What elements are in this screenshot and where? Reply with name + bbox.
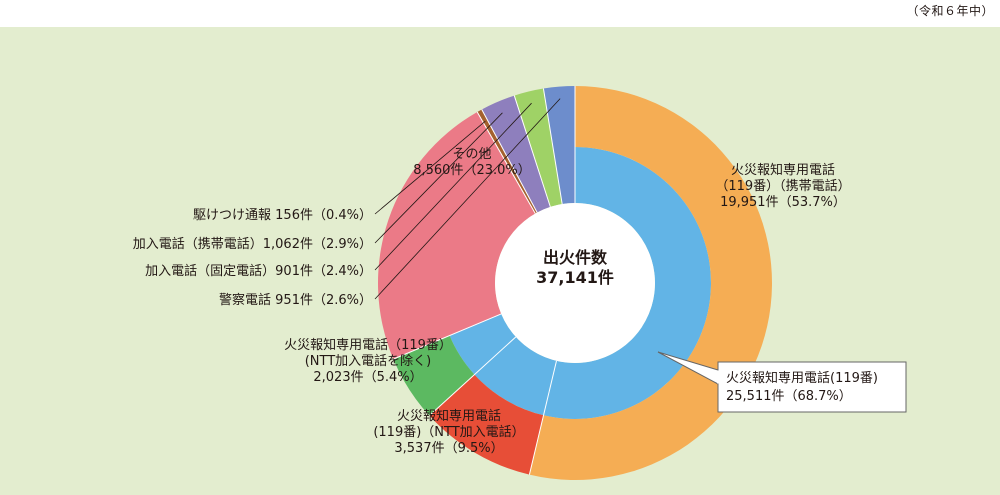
slice-kaketsuke xyxy=(477,109,538,214)
center-label-total: 37,141件 xyxy=(536,268,614,287)
slice-labels: 火災報知専用電話（119番）（携帯電話）19,951件（53.7%）その他8,5… xyxy=(133,147,907,456)
slice-separator xyxy=(481,109,538,213)
slice-119_nonntt xyxy=(393,335,475,416)
label-119_nonntt: (NTT加入電話を除く) xyxy=(305,353,432,369)
slice-other xyxy=(378,111,536,360)
label-119_nonntt: 火災報知専用電話（119番） xyxy=(284,337,452,353)
period-note: （令和６年中） xyxy=(906,4,994,18)
callout-box-119 xyxy=(717,361,907,413)
leader-kaketsuke xyxy=(374,120,486,215)
label-119_ntt: 火災報知専用電話 xyxy=(397,408,501,424)
slice-separator xyxy=(429,336,517,417)
leader-keisatsu xyxy=(374,98,561,300)
label-119_ntt: 3,537件（9.5%） xyxy=(394,441,503,456)
label-119: 25,511件（68.7%） xyxy=(726,389,852,404)
label-keitai: 加入電話（携帯電話）1,062件（2.9%） xyxy=(133,236,372,252)
label-other: その他 xyxy=(452,147,491,162)
center-disc xyxy=(495,203,655,363)
slice-separator xyxy=(542,88,563,205)
slice-separator xyxy=(393,313,502,360)
leader-lines xyxy=(374,98,561,300)
label-119_keitai: 火災報知専用電話 xyxy=(731,162,835,178)
slices-layer xyxy=(378,86,772,480)
center-label-title: 出火件数 xyxy=(543,248,608,267)
chart-panel: 火災報知専用電話 （119番）（携帯電話） 19,951件（53.7%） その他 8,5… xyxy=(0,27,1000,495)
label-119_nonntt: 2,023件（5.4%） xyxy=(313,370,422,385)
slice-keitai xyxy=(481,95,551,213)
label-kotei: 加入電話（固定電話）901件（2.4%） xyxy=(145,263,372,279)
leader-kotei xyxy=(374,102,532,271)
label-119: 火災報知専用電話(119番) xyxy=(726,370,878,386)
slice-119_ntt xyxy=(429,374,544,475)
slice-119 xyxy=(449,147,712,419)
donut-chart: 火災報知専用電話（119番）（携帯電話）19,951件（53.7%）その他8,5… xyxy=(0,27,1000,495)
label-119_keitai: （119番）（携帯電話） xyxy=(715,178,850,194)
leader-keitai xyxy=(374,112,503,244)
slice-kotei xyxy=(514,88,563,207)
label-kaketsuke: 駆けつけ通報 156件（0.4%） xyxy=(193,208,372,223)
slice-separator xyxy=(528,360,557,475)
callout-pointer-119 xyxy=(657,351,719,385)
label-keisatsu: 警察電話 951件（2.6%） xyxy=(219,292,372,308)
slice-119_keitai xyxy=(529,86,772,480)
slice-keisatsu xyxy=(543,86,575,205)
label-119_keitai: 19,951件（53.7%） xyxy=(720,195,846,210)
label-other: 8,560件（23.0%） xyxy=(413,163,531,178)
slice-separator xyxy=(513,95,551,208)
label-119_ntt: (119番)（NTT加入電話） xyxy=(373,424,524,440)
